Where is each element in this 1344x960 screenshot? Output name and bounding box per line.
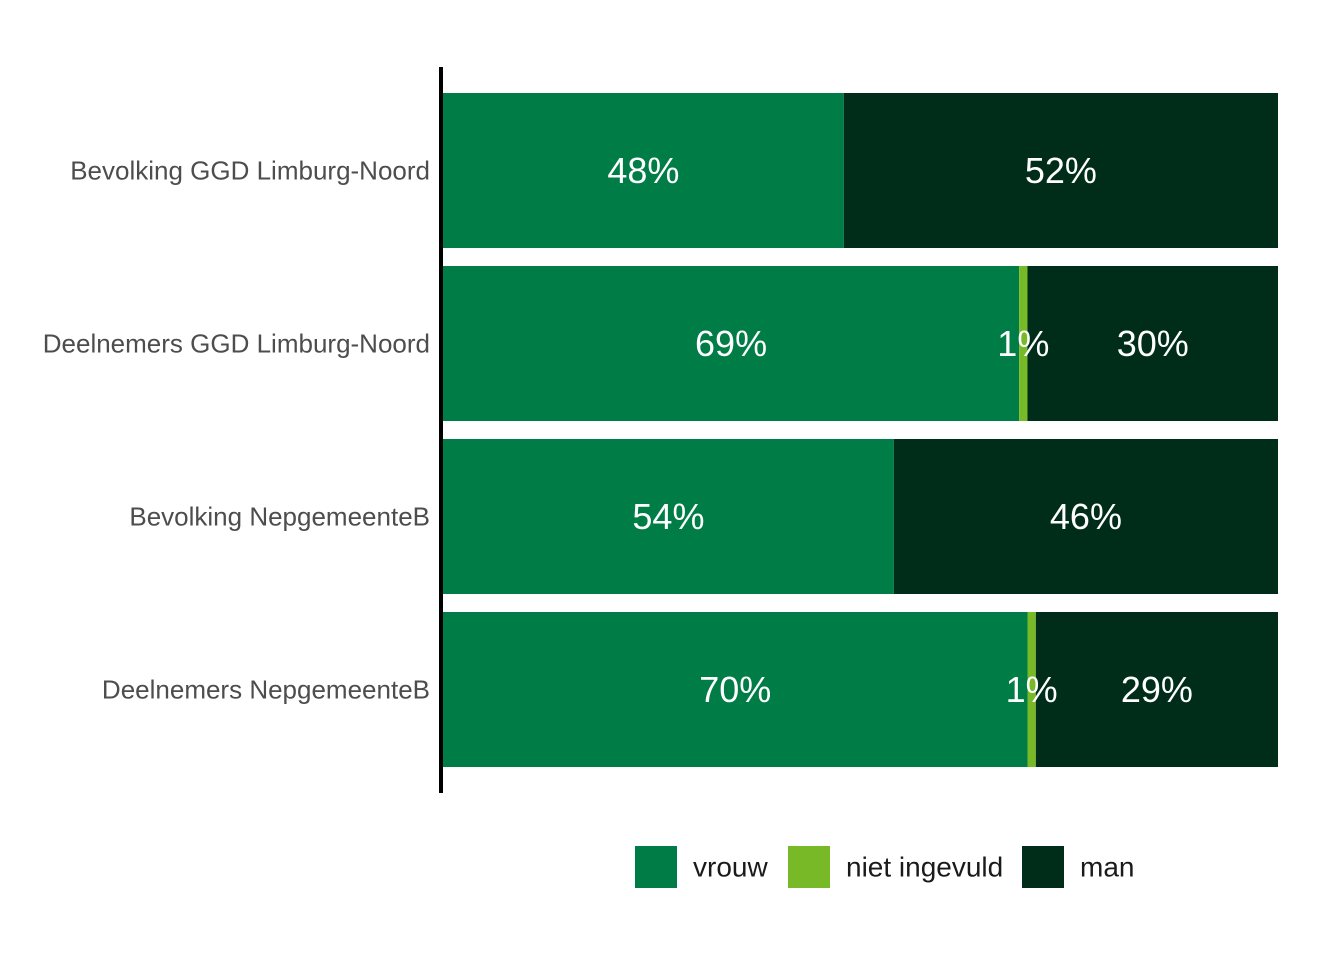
legend-label: niet ingevuld (846, 852, 1003, 883)
legend-label: vrouw (693, 852, 768, 883)
bar-segment-niet-ingevuld (1027, 612, 1036, 767)
category-labels-layer: Bevolking GGD Limburg-Noord Deelnemers GG… (43, 156, 430, 705)
data-label: 29% (1121, 669, 1193, 710)
bar-segment-man (1027, 266, 1278, 421)
data-label: 30% (1117, 323, 1189, 364)
data-label: 69% (695, 323, 767, 364)
data-label: 46% (1050, 496, 1122, 537)
bar-segment-vrouw (443, 93, 844, 248)
legend-swatch (635, 846, 677, 888)
legend: vrouw niet ingevuld man (635, 846, 1134, 888)
category-label: Bevolking GGD Limburg-Noord (70, 156, 430, 186)
data-label: 70% (699, 669, 771, 710)
bar-segment-man (843, 93, 1278, 248)
category-label: Deelnemers NepgemeenteB (102, 675, 430, 705)
legend-label: man (1080, 852, 1134, 883)
bar-segment-niet-ingevuld (1019, 266, 1028, 421)
legend-swatch (788, 846, 830, 888)
bars-layer (443, 93, 1278, 767)
bar-segment-man (1035, 612, 1278, 767)
bar-segment-vrouw (443, 612, 1028, 767)
category-label: Deelnemers GGD Limburg-Noord (43, 329, 430, 359)
bar-segment-vrouw (443, 439, 894, 594)
data-label: 1% (997, 323, 1049, 364)
category-label: Bevolking NepgemeenteB (129, 502, 430, 532)
bar-segment-vrouw (443, 266, 1020, 421)
data-label: 48% (607, 150, 679, 191)
bar-segment-man (893, 439, 1278, 594)
data-label: 54% (632, 496, 704, 537)
data-labels-layer: 48% 52% 69% 1% 30% 54% 46% 70% 1% 29% (607, 150, 1193, 710)
data-label: 52% (1025, 150, 1097, 191)
legend-swatch (1022, 846, 1064, 888)
data-label: 1% (1006, 669, 1058, 710)
